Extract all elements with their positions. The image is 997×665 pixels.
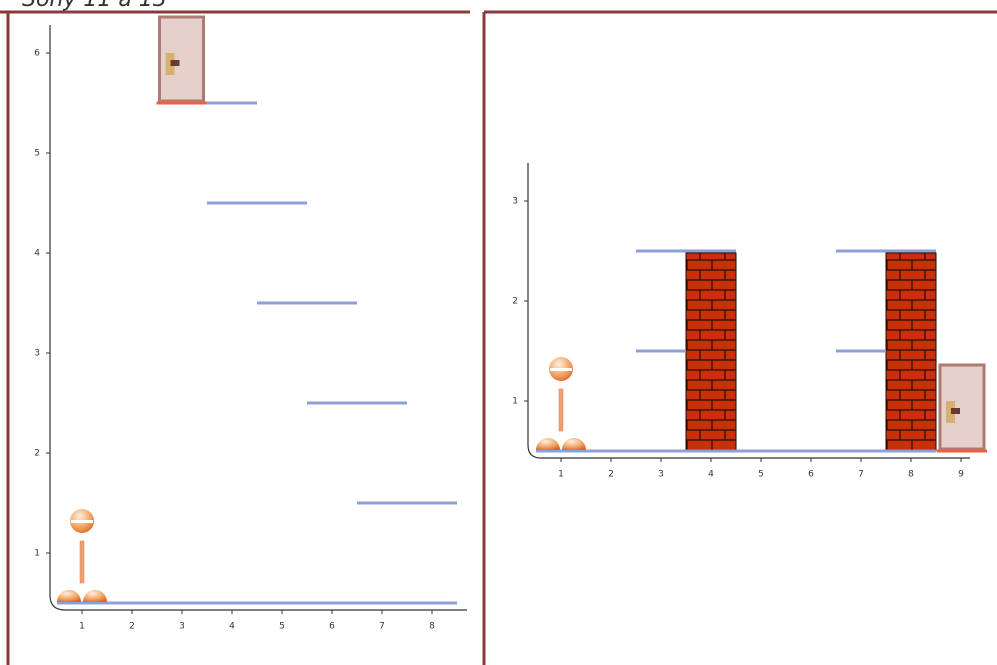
player-body <box>80 541 84 583</box>
x-tick-label: 6 <box>329 622 335 632</box>
door-handle <box>171 60 180 66</box>
x-tick-label: 5 <box>279 622 285 632</box>
frame <box>0 12 997 665</box>
x-tick-label: 4 <box>708 470 714 480</box>
player-foot <box>83 590 107 602</box>
x-tick-label: 8 <box>908 470 914 480</box>
x-tick-label: 8 <box>429 622 435 632</box>
player-foot <box>536 438 560 450</box>
x-tick-label: 7 <box>379 622 385 632</box>
y-tick-label: 3 <box>34 349 40 359</box>
player-foot <box>57 590 81 602</box>
page: Sony 11 a 13 1 2 3 4 5 6 7 8 1 2 3 4 5 6 1 2 3 4 5 6 7 8 9 1 2 3… <box>0 0 997 665</box>
x-tick-label: 2 <box>129 622 135 632</box>
x-tick-label: 3 <box>658 470 664 480</box>
y-tick-label: 6 <box>34 49 40 59</box>
x-tick-label: 1 <box>558 470 564 480</box>
x-tick-label: 3 <box>179 622 185 632</box>
player-body <box>559 389 563 431</box>
axis <box>50 25 467 610</box>
player-visor <box>71 520 93 523</box>
y-tick-label: 1 <box>512 397 518 407</box>
game-screen: Sony 11 a 13 1 2 3 4 5 6 7 8 1 2 3 4 5 6 1 2 3 4 5 6 7 8 9 1 2 3 <box>0 0 997 665</box>
y-tick-label: 2 <box>34 449 40 459</box>
x-tick-label: 5 <box>758 470 764 480</box>
y-tick-label: 2 <box>512 297 518 307</box>
brick-wall <box>886 253 936 451</box>
level-left: 1 2 3 4 5 6 7 8 1 2 3 4 5 6 <box>34 17 467 632</box>
door-handle <box>951 408 960 414</box>
x-tick-label: 2 <box>608 470 614 480</box>
x-tick-label: 7 <box>858 470 864 480</box>
x-tick-label: 9 <box>958 470 964 480</box>
y-tick-label: 3 <box>512 197 518 207</box>
y-tick-label: 5 <box>34 149 40 159</box>
x-tick-label: 4 <box>229 622 235 632</box>
y-tick-label: 4 <box>34 249 40 259</box>
player-visor <box>550 368 572 371</box>
level-title: Sony 11 a 13 <box>22 0 167 12</box>
player-foot <box>562 438 586 450</box>
x-tick-label: 1 <box>79 622 85 632</box>
x-tick-label: 6 <box>808 470 814 480</box>
level-right: 1 2 3 4 5 6 7 8 9 1 2 3 <box>512 163 987 480</box>
y-tick-label: 1 <box>34 549 40 559</box>
brick-wall <box>686 253 736 451</box>
